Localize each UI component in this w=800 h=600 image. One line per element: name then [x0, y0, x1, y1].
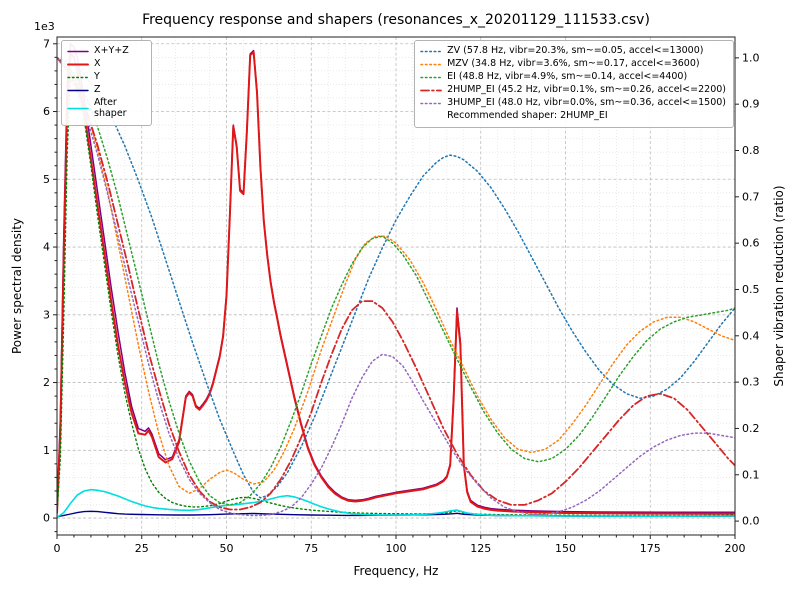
legend-line-sample-ei: [420, 76, 442, 79]
legend-psd-series: X+Y+Z X Y Z After shaper: [61, 40, 152, 126]
legend-label: 3HUMP_EI (48.0 Hz, vibr=0.0%, sm~=0.36, …: [447, 96, 726, 108]
legend-line-sample-zv: [420, 50, 442, 53]
series-2hump-line: [57, 56, 735, 511]
tick-marks: [53, 43, 739, 539]
svg-text:0.8: 0.8: [742, 144, 760, 157]
legend-item-x: X: [67, 57, 144, 70]
svg-text:0.5: 0.5: [742, 283, 760, 296]
svg-text:100: 100: [386, 542, 407, 555]
svg-text:25: 25: [135, 542, 149, 555]
legend-label: MZV (34.8 Hz, vibr=3.6%, sm~=0.17, accel…: [447, 57, 700, 69]
legend-item-y: Y: [67, 70, 144, 83]
legend-label: Z: [94, 83, 101, 95]
y-left-axis-label: Power spectral density: [10, 217, 24, 355]
svg-text:200: 200: [725, 542, 746, 555]
legend-line-sample-mzv: [420, 63, 442, 66]
series-ei-line: [57, 57, 735, 506]
svg-text:0.4: 0.4: [742, 329, 760, 342]
legend-line-sample-2hump: [420, 89, 442, 92]
svg-text:150: 150: [555, 542, 576, 555]
tick-labels: 0 25 50 75 100 125 150 175 200 0 1 2 3 4 5 6 7 0.0 0.1 0.2 0…: [43, 37, 760, 555]
legend-note: Recommended shaper: 2HUMP_EI: [420, 109, 726, 122]
svg-text:0.7: 0.7: [742, 190, 760, 203]
series-3hump-line: [57, 57, 735, 517]
svg-text:7: 7: [43, 37, 50, 50]
svg-text:0: 0: [43, 512, 50, 525]
series-after-line: [57, 488, 735, 519]
legend-label: Recommended shaper: 2HUMP_EI: [447, 109, 608, 121]
legend-label: EI (48.8 Hz, vibr=4.9%, sm~=0.14, accel<…: [447, 70, 688, 82]
legend-line-sample-z: [67, 89, 89, 91]
legend-item-after: After shaper: [67, 96, 144, 120]
y-axis-offset-label: 1e3: [34, 20, 55, 33]
svg-text:0.2: 0.2: [742, 422, 760, 435]
legend-label: X: [94, 57, 101, 69]
svg-text:0.6: 0.6: [742, 237, 760, 250]
legend-label: Y: [94, 70, 100, 82]
svg-text:125: 125: [470, 542, 491, 555]
svg-text:75: 75: [304, 542, 318, 555]
svg-text:0.3: 0.3: [742, 376, 760, 389]
legend-item-xyz: X+Y+Z: [67, 45, 144, 57]
legend-label: After shaper: [94, 96, 127, 119]
svg-text:0: 0: [54, 542, 61, 555]
svg-text:3: 3: [43, 308, 50, 321]
legend-label: ZV (57.8 Hz, vibr=20.3%, sm~=0.05, accel…: [447, 45, 704, 56]
svg-text:1: 1: [43, 444, 50, 457]
legend-shapers: ZV (57.8 Hz, vibr=20.3%, sm~=0.05, accel…: [414, 40, 734, 128]
legend-label: 2HUMP_EI (45.2 Hz, vibr=0.1%, sm~=0.26, …: [447, 83, 726, 95]
y-right-axis-label: Shaper vibration reduction (ratio): [772, 185, 786, 387]
svg-text:1.0: 1.0: [742, 51, 760, 64]
svg-text:6: 6: [43, 105, 50, 118]
legend-item-2hump: 2HUMP_EI (45.2 Hz, vibr=0.1%, sm~=0.26, …: [420, 83, 726, 96]
svg-text:0.9: 0.9: [742, 98, 760, 111]
chart-title: Frequency response and shapers (resonanc…: [142, 12, 650, 28]
svg-text:50: 50: [220, 542, 234, 555]
x-axis-label: Frequency, Hz: [353, 564, 439, 578]
legend-item-z: Z: [67, 83, 144, 96]
svg-text:2: 2: [43, 376, 50, 389]
series-x-line: [57, 50, 735, 515]
svg-text:5: 5: [43, 173, 50, 186]
svg-text:4: 4: [43, 241, 50, 254]
legend-line-sample-after: [67, 107, 89, 110]
svg-text:175: 175: [640, 542, 661, 555]
legend-item-mzv: MZV (34.8 Hz, vibr=3.6%, sm~=0.17, accel…: [420, 57, 726, 70]
legend-item-zv: ZV (57.8 Hz, vibr=20.3%, sm~=0.05, accel…: [420, 45, 726, 57]
legend-line-sample-xyz: [67, 50, 89, 53]
legend-line-sample-3hump: [420, 102, 442, 104]
svg-text:0.0: 0.0: [742, 515, 760, 528]
svg-text:0.1: 0.1: [742, 468, 760, 481]
legend-item-ei: EI (48.8 Hz, vibr=4.9%, sm~=0.14, accel<…: [420, 70, 726, 83]
legend-spacer: [420, 112, 442, 121]
series-zv-line: [57, 57, 735, 499]
legend-line-sample-y: [67, 76, 89, 78]
legend-item-3hump: 3HUMP_EI (48.0 Hz, vibr=0.0%, sm~=0.36, …: [420, 96, 726, 109]
legend-label: X+Y+Z: [94, 45, 129, 56]
series-group: [57, 43, 735, 519]
legend-line-sample-x: [67, 63, 89, 66]
